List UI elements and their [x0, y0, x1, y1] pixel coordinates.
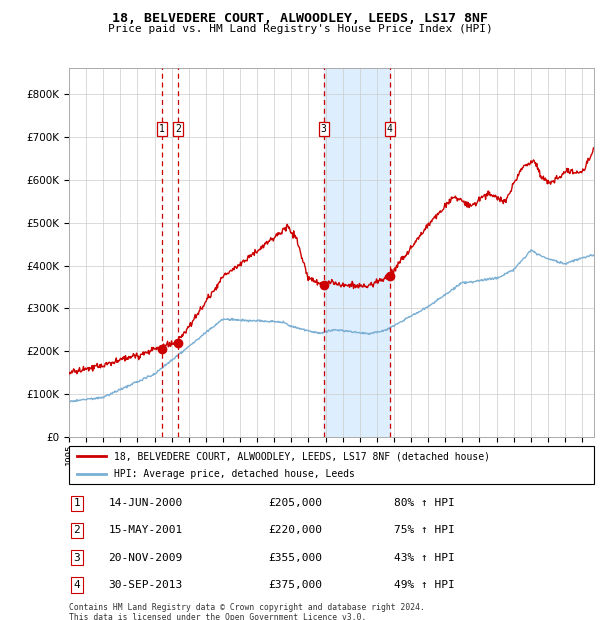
FancyBboxPatch shape	[69, 446, 594, 484]
Text: £220,000: £220,000	[269, 526, 323, 536]
Text: 1: 1	[159, 124, 165, 134]
Bar	[323, 68, 389, 437]
Text: 20-NOV-2009: 20-NOV-2009	[109, 552, 182, 562]
Text: 2: 2	[175, 124, 181, 134]
Text: 49% ↑ HPI: 49% ↑ HPI	[395, 580, 455, 590]
Text: Price paid vs. HM Land Registry's House Price Index (HPI): Price paid vs. HM Land Registry's House …	[107, 24, 493, 33]
Text: 18, BELVEDERE COURT, ALWOODLEY, LEEDS, LS17 8NF (detached house): 18, BELVEDERE COURT, ALWOODLEY, LEEDS, L…	[113, 451, 490, 461]
Text: 14-JUN-2000: 14-JUN-2000	[109, 498, 182, 508]
Text: 30-SEP-2013: 30-SEP-2013	[109, 580, 182, 590]
Text: 2: 2	[74, 526, 80, 536]
Text: 4: 4	[74, 580, 80, 590]
Text: 3: 3	[320, 124, 326, 134]
Text: 15-MAY-2001: 15-MAY-2001	[109, 526, 182, 536]
Text: £355,000: £355,000	[269, 552, 323, 562]
Text: Contains HM Land Registry data © Crown copyright and database right 2024.
This d: Contains HM Land Registry data © Crown c…	[69, 603, 425, 620]
Text: 3: 3	[74, 552, 80, 562]
Text: HPI: Average price, detached house, Leeds: HPI: Average price, detached house, Leed…	[113, 469, 355, 479]
Text: 75% ↑ HPI: 75% ↑ HPI	[395, 526, 455, 536]
Text: 80% ↑ HPI: 80% ↑ HPI	[395, 498, 455, 508]
Text: 18, BELVEDERE COURT, ALWOODLEY, LEEDS, LS17 8NF: 18, BELVEDERE COURT, ALWOODLEY, LEEDS, L…	[112, 12, 488, 25]
Text: £205,000: £205,000	[269, 498, 323, 508]
Text: 4: 4	[387, 124, 392, 134]
Text: £375,000: £375,000	[269, 580, 323, 590]
Text: 1: 1	[74, 498, 80, 508]
Text: 43% ↑ HPI: 43% ↑ HPI	[395, 552, 455, 562]
